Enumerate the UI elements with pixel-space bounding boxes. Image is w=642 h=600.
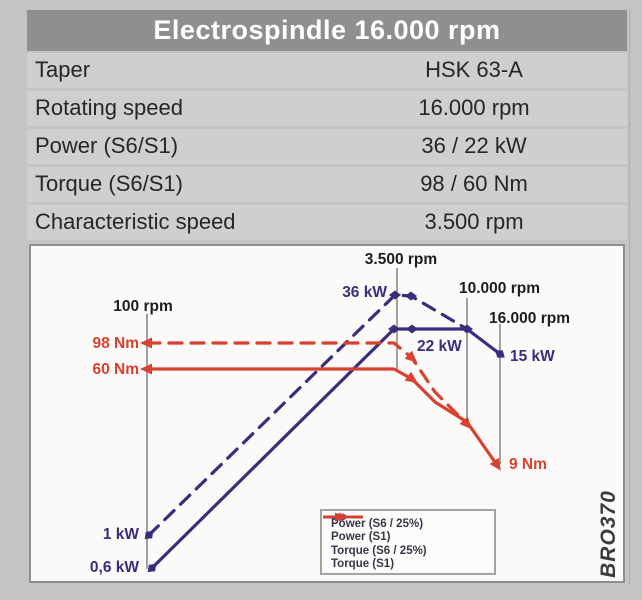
spec-row-taper: Taper HSK 63-A [27,53,627,88]
spec-label: Torque (S6/S1) [35,171,183,196]
value-label-0-6kw: 0,6 kW [89,559,139,576]
spec-label: Power (S6/S1) [35,133,179,158]
spec-label: Rotating speed [35,95,183,120]
marker-power-s1-solid [388,324,400,334]
spec-value: 98 / 60 Nm [420,171,528,196]
chart-legend: Power (S6 / 25%) Power (S1) Torque (S6 /… [320,509,496,575]
marker-power-s6-dashed [389,290,401,300]
legend-label: Power (S1) [331,531,391,544]
legend-item-torque-s1: Torque (S1) [323,512,494,572]
spec-row-rotating-speed: Rotating speed 16.000 rpm [27,91,627,126]
marker-power-s1-solid [495,350,505,358]
performance-chart: 100 rpm 3.500 rpm 10.000 rpm 16.000 rpm … [29,244,625,583]
legend-label: Torque (S6 / 25%) [331,544,427,557]
curve-torque-s1-solid [145,367,499,467]
marker-torque-s1-solid [140,363,152,375]
marker-power-s6-dashed [144,530,154,540]
marker-power-s6-dashed [405,291,417,301]
marker-power-s1-solid [147,563,157,573]
value-label-9nm: 9 Nm [509,456,547,473]
spec-table: Taper HSK 63-A Rotating speed 16.000 rpm… [27,53,627,243]
value-label-22kw: 22 kW [417,338,462,355]
value-label-36kw: 36 kW [342,284,387,301]
legend-item-torque-s6: Torque (S6 / 25%) [323,512,494,558]
spec-value: HSK 63-A [425,57,523,82]
value-label-60nm: 60 Nm [92,361,139,378]
legend-swatch-torque-s1-icon [323,512,363,522]
spec-row-power: Power (S6/S1) 36 / 22 kW [27,129,627,164]
legend-item-power-s1: Power (S1) [323,513,494,545]
spec-value: 16.000 rpm [418,95,530,120]
chart-curves [140,268,505,573]
tick-label-16000rpm: 16.000 rpm [489,310,570,327]
tick-label-100rpm: 100 rpm [113,298,173,315]
curve-power-s1-solid [150,327,502,570]
value-label-98nm: 98 Nm [92,335,139,352]
page-title: Electrospindle 16.000 rpm [27,10,627,51]
spec-row-torque: Torque (S6/S1) 98 / 60 Nm [27,167,627,202]
marker-torque-s1-solid [404,371,418,384]
spec-value: 3.500 rpm [424,209,524,234]
marker-torque-s6-dashed [404,350,418,363]
value-label-1kw: 1 kW [102,526,139,543]
spec-label: Characteristic speed [35,209,236,234]
spec-row-characteristic-speed: Characteristic speed 3.500 rpm [27,205,627,240]
marker-torque-s1-solid [489,457,502,471]
marker-power-s1-solid [406,324,418,334]
legend-label: Power (S6 / 25%) [331,517,424,530]
spec-value: 36 / 22 kW [421,133,527,158]
marker-torque-s6-dashed [140,337,152,349]
spec-label: Taper [35,57,91,82]
tick-label-10000rpm: 10.000 rpm [459,280,540,297]
curve-power-s6-dashed [147,293,469,537]
page-edge-shadow [629,10,630,585]
tick-label-3500rpm: 3.500 rpm [364,251,438,268]
value-label-15kw: 15 kW [510,348,555,365]
document-code: BRO370 [597,490,620,578]
legend-label: Torque (S1) [331,558,395,571]
marker-power-s1-solid [461,324,473,334]
